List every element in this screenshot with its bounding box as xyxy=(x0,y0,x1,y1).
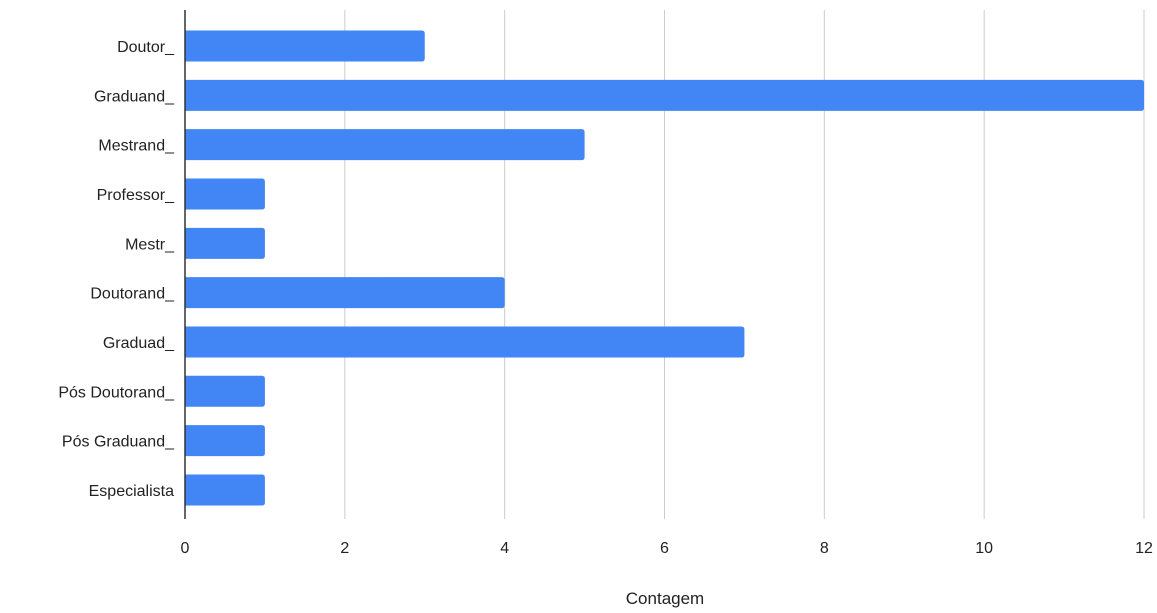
tick-labels: 0 2 4 6 8 10 12 Doutor_ Graduand_ Mestrand_ Profes… xyxy=(58,39,1153,557)
y-tick-label-3: Mestrand_ xyxy=(98,138,175,155)
x-tick-label-2: 2 xyxy=(340,540,349,557)
x-tick-label-4: 4 xyxy=(500,540,509,557)
x-tick-label-6: 6 xyxy=(660,540,669,557)
bar-6 xyxy=(185,277,505,309)
bar-9 xyxy=(185,425,265,457)
bar-10 xyxy=(185,474,265,506)
x-tick-label-12: 12 xyxy=(1135,540,1153,557)
bar-1 xyxy=(185,30,425,62)
x-tick-label-8: 8 xyxy=(820,540,829,557)
bar-8 xyxy=(185,375,265,407)
bars xyxy=(185,30,1144,506)
y-tick-label-7: Graduad_ xyxy=(103,335,175,352)
y-tick-label-5: Mestr_ xyxy=(125,236,175,253)
y-tick-label-9: Pós Graduand_ xyxy=(62,434,175,451)
x-tick-label-0: 0 xyxy=(181,540,190,557)
y-tick-label-8: Pós Doutorand_ xyxy=(58,384,175,401)
y-tick-label-2: Graduand_ xyxy=(94,88,175,105)
bar-5 xyxy=(185,227,265,259)
y-tick-label-4: Professor_ xyxy=(97,187,175,204)
bar-4 xyxy=(185,178,265,210)
y-tick-label-6: Doutorand_ xyxy=(90,286,175,303)
y-tick-label-10: Especialista xyxy=(89,483,174,500)
x-tick-label-10: 10 xyxy=(975,540,993,557)
bar-3 xyxy=(185,129,585,161)
y-tick-label-1: Doutor_ xyxy=(117,39,175,56)
x-axis-title: Contagem xyxy=(626,589,704,608)
bar-2 xyxy=(185,79,1144,111)
bar-7 xyxy=(185,326,745,358)
